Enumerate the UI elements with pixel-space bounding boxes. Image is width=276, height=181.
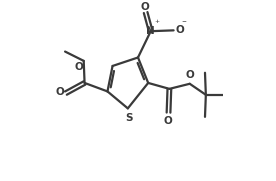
Text: O: O — [55, 87, 64, 97]
Text: O: O — [175, 25, 184, 35]
Text: O: O — [74, 62, 83, 72]
Text: S: S — [125, 113, 132, 123]
Text: $^{-}$: $^{-}$ — [181, 18, 187, 27]
Text: O: O — [186, 70, 195, 80]
Text: $^{+}$: $^{+}$ — [154, 18, 161, 28]
Text: O: O — [140, 2, 149, 12]
Text: O: O — [163, 116, 172, 126]
Text: N: N — [146, 26, 155, 36]
